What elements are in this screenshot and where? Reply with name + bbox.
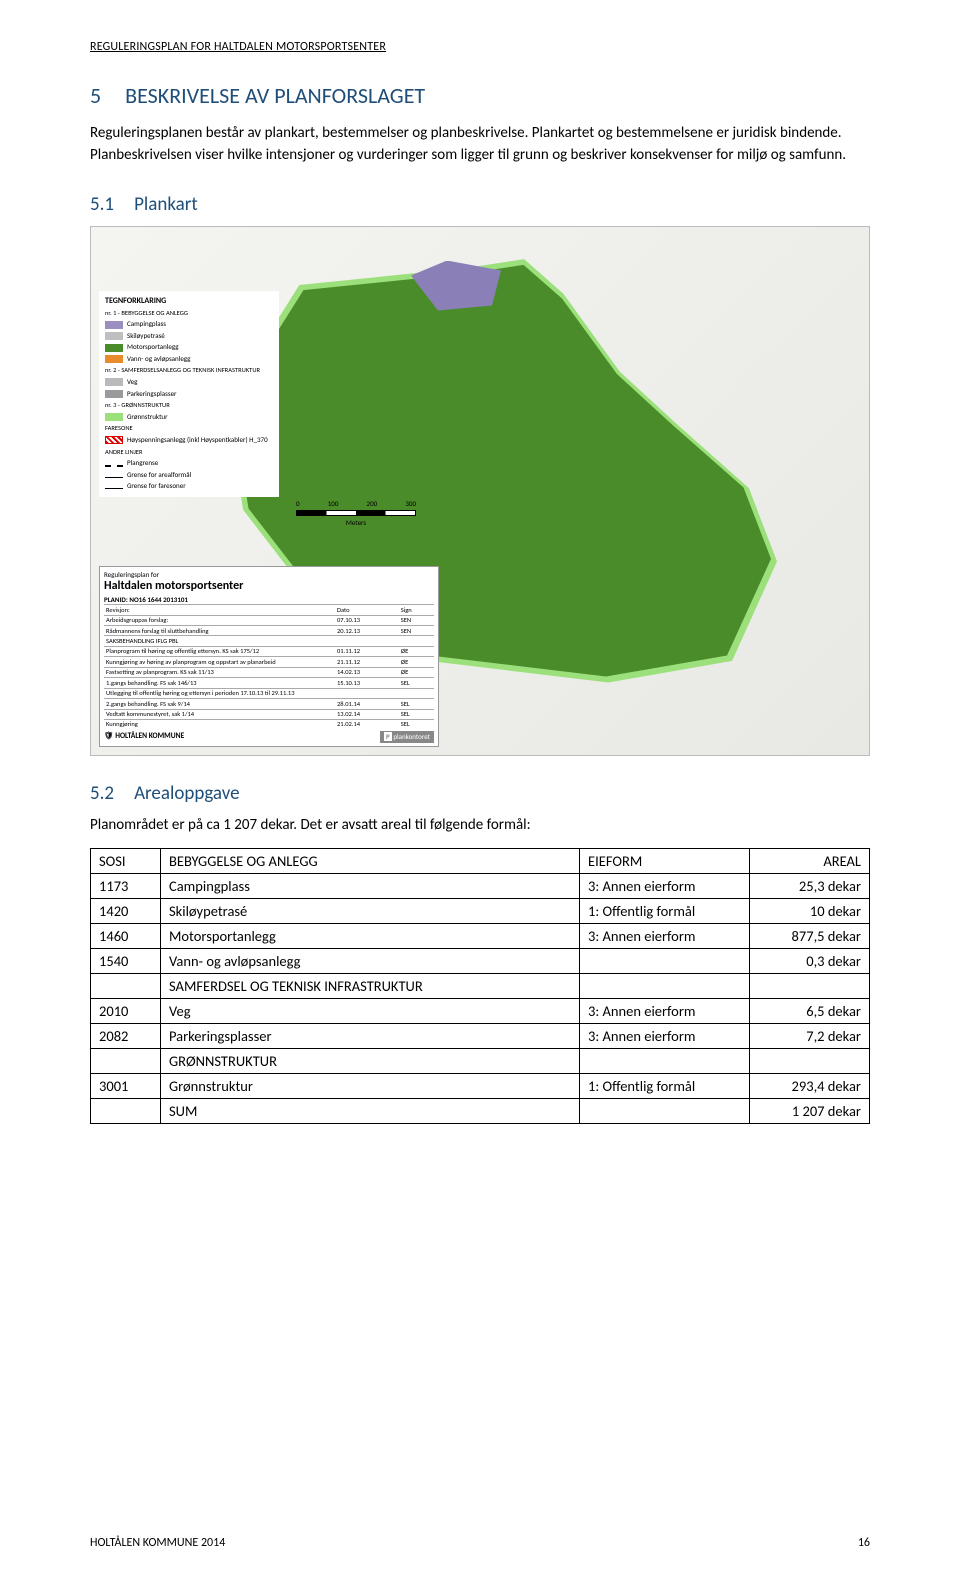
map-titleblock: Reguleringsplan for Haltdalen motorsport…: [99, 566, 439, 746]
col-name: BEBYGGELSE OG ANLEGG: [161, 849, 580, 874]
legend-item: Plangrense: [105, 458, 273, 469]
titleblock-row: Utlegging til offentlig høring og etters…: [104, 688, 434, 698]
section-5-2-title: Arealoppgave: [134, 782, 240, 805]
titleblock-row: Revisjon:DatoSign: [104, 605, 434, 615]
table-header-row: SOSI BEBYGGELSE OG ANLEGG EIEFORM AREAL: [91, 849, 870, 874]
page-footer: HOLTÅLEN KOMMUNE 2014 16: [90, 1536, 870, 1550]
titleblock-title: Haltdalen motorsportsenter: [104, 579, 434, 595]
legend-cat-4: FARESONE: [105, 424, 273, 434]
table-row: 1460Motorsportanlegg3: Annen eierform877…: [91, 924, 870, 949]
footer-org: HOLTÅLEN KOMMUNE 2014: [90, 1536, 225, 1550]
section-5-title: BESKRIVELSE AV PLANFORSLAGET: [125, 82, 425, 109]
titleblock-row: Kunngjøring av høring av planprogram og …: [104, 657, 434, 667]
section-5-heading: 5 BESKRIVELSE AV PLANFORSLAGET: [90, 82, 870, 109]
plankart-map: TEGNFORKLARING nr. 1 - BEBYGGELSE OG ANL…: [90, 226, 870, 756]
section-5-paragraph: Reguleringsplanen består av plankart, be…: [90, 123, 870, 167]
areal-table: SOSI BEBYGGELSE OG ANLEGG EIEFORM AREAL …: [90, 848, 870, 1124]
legend-item: Høyspenningsanlegg (inkl Høyspentkabler)…: [105, 435, 273, 446]
col-sosi: SOSI: [91, 849, 161, 874]
legend-title: TEGNFORKLARING: [105, 295, 273, 307]
titleblock-row: Arbeidsgruppas forslag:07.10.13SEN: [104, 615, 434, 625]
legend-item: Skiløypetrasé: [105, 331, 273, 342]
titleblock-row: Planprogram til høring og offentlig ette…: [104, 646, 434, 656]
section-5-1-number: 5.1: [90, 193, 114, 216]
table-row: 1173Campingplass3: Annen eierform25,3 de…: [91, 874, 870, 899]
titleblock-planid: PLANID: NO16 1644 2013101: [104, 595, 434, 604]
legend-item: Parkeringsplasser: [105, 389, 273, 400]
table-sum-row: SUM1 207 dekar: [91, 1099, 870, 1124]
section-5-1-heading: 5.1 Plankart: [90, 193, 870, 216]
col-eieform: EIEFORM: [580, 849, 750, 874]
titleblock-row: Kunngjøring21.02.14SEL: [104, 719, 434, 729]
running-header: REGULERINGSPLAN FOR HALTDALEN MOTORSPORT…: [90, 40, 870, 54]
titleblock-row: Fastsetting av planprogram. KS sak 11/13…: [104, 667, 434, 677]
table-row: 2082Parkeringsplasser3: Annen eierform7,…: [91, 1024, 870, 1049]
section-5-2-number: 5.2: [90, 782, 114, 805]
titleblock-kommune: 🛡 HOLTÅLEN KOMMUNE: [104, 732, 184, 742]
legend-item: Grense for faresoner: [105, 481, 273, 492]
map-scalebar: 0100200300 Meters: [291, 499, 421, 527]
table-row: 1540Vann- og avløpsanlegg0,3 dekar: [91, 949, 870, 974]
section-5-number: 5: [90, 82, 101, 109]
table-row: 3001Grønnstruktur1: Offentlig formål293,…: [91, 1074, 870, 1099]
map-legend: TEGNFORKLARING nr. 1 - BEBYGGELSE OG ANL…: [99, 291, 279, 497]
section-5-2-heading: 5.2 Arealoppgave: [90, 782, 870, 805]
col-areal: AREAL: [750, 849, 870, 874]
legend-item: Veg: [105, 377, 273, 388]
legend-item: Campingplass: [105, 319, 273, 330]
legend-cat-2: nr. 2 - SAMFERDSELSANLEGG OG TEKNISK INF…: [105, 366, 273, 376]
titleblock-row: 2.gangs behandling. FS sak 9/1428.01.14S…: [104, 699, 434, 709]
legend-cat-5: ANDRE LINJER: [105, 448, 273, 458]
legend-item: Grense for arealformål: [105, 470, 273, 481]
titleblock-pretitle: Reguleringsplan for: [104, 570, 434, 579]
table-row: 2010Veg3: Annen eierform6,5 dekar: [91, 999, 870, 1024]
table-row: 1420Skiløypetrasé1: Offentlig formål10 d…: [91, 899, 870, 924]
titleblock-row: Vedtatt kommunestyret, sak 1/1413.02.14S…: [104, 709, 434, 719]
section-5-1-title: Plankart: [134, 193, 198, 216]
titleblock-row: 1.gangs behandling. FS sak 146/1315.10.1…: [104, 678, 434, 688]
table-section-row: GRØNNSTRUKTUR: [91, 1049, 870, 1074]
titleblock-row: Rådmannens forslag til sluttbehandling20…: [104, 626, 434, 636]
legend-item: Vann- og avløpsanlegg: [105, 354, 273, 365]
legend-item: Grønnstruktur: [105, 412, 273, 423]
legend-item: Motorsportanlegg: [105, 342, 273, 353]
legend-cat-3: nr. 3 - GRØNNSTRUKTUR: [105, 401, 273, 411]
legend-cat-1: nr. 1 - BEBYGGELSE OG ANLEGG: [105, 309, 273, 319]
section-5-2-intro: Planområdet er på ca 1 207 dekar. Det er…: [90, 815, 870, 837]
table-section-row: SAMFERDSEL OG TEKNISK INFRASTRUKTUR: [91, 974, 870, 999]
footer-page-number: 16: [858, 1536, 870, 1550]
titleblock-plankontor: P plankontoret: [380, 731, 434, 742]
titleblock-row: SAKSBEHANDLING IFLG PBL: [104, 636, 434, 646]
titleblock-revision-table: Revisjon:DatoSignArbeidsgruppas forslag:…: [104, 604, 434, 729]
